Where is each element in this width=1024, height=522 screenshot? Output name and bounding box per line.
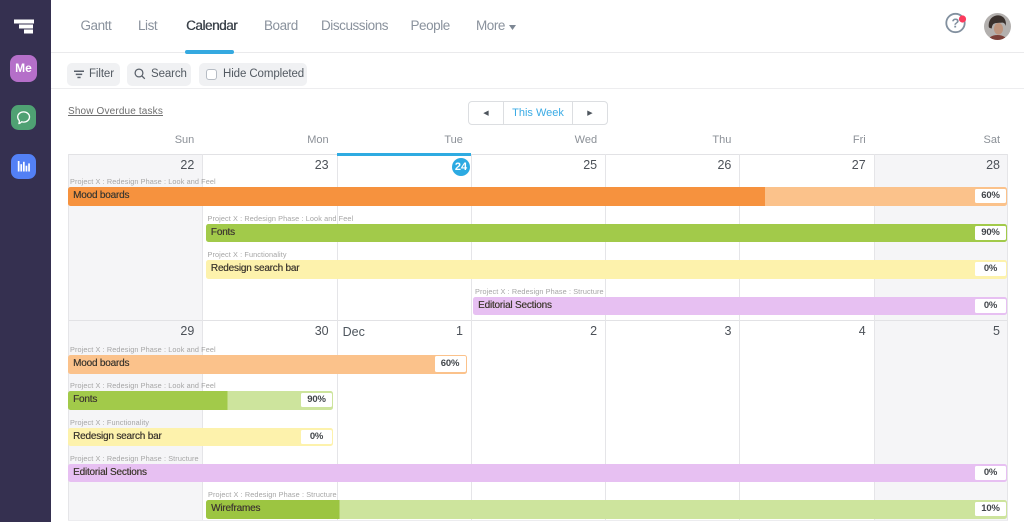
svg-text:?: ? (952, 16, 960, 31)
